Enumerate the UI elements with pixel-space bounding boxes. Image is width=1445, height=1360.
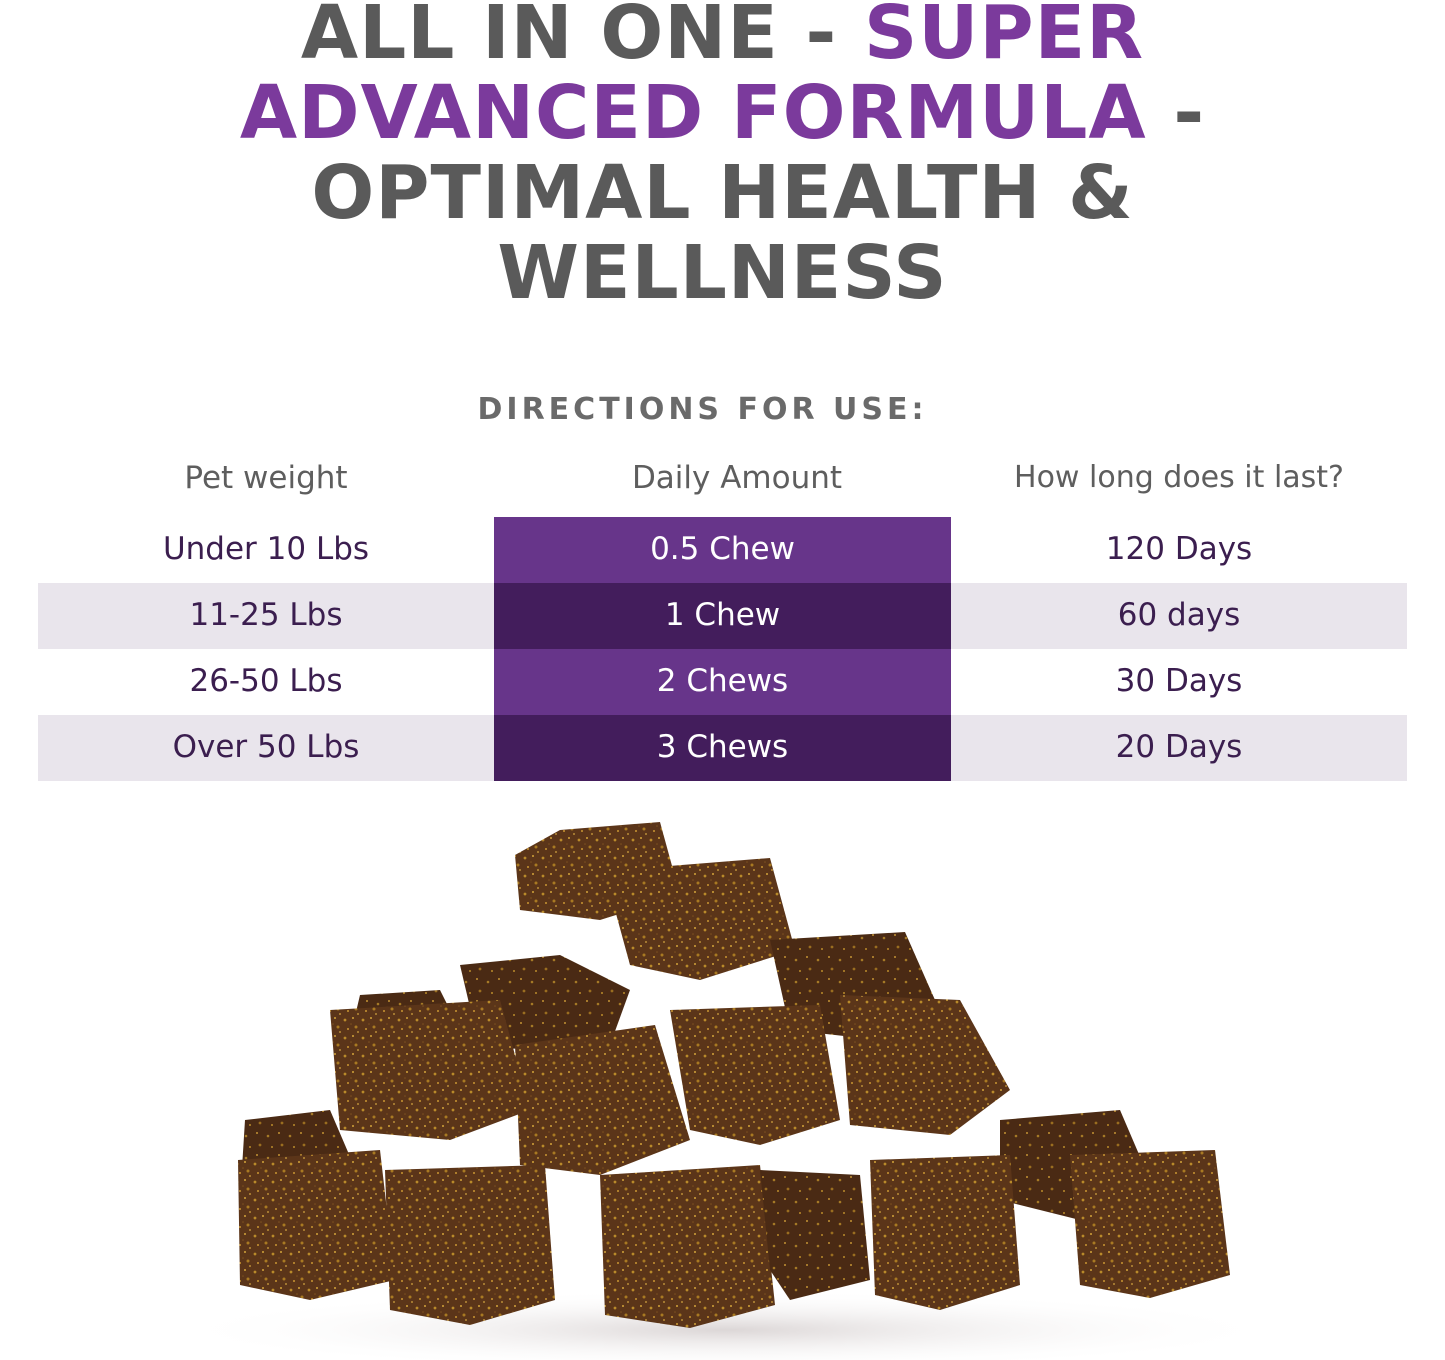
pet-weight-cell: Over 50 Lbs <box>172 729 360 765</box>
headline-line-2: ADVANCED FORMULA - <box>0 74 1445 152</box>
headline-wellness: WELLNESS <box>497 230 948 316</box>
chew-pieces <box>238 822 1230 1328</box>
duration-cell: 20 Days <box>1115 729 1243 765</box>
soft-chews-pile-image <box>165 822 1285 1360</box>
headline-dash: - <box>1146 70 1206 156</box>
daily-amount-cell: 1 Chew <box>494 583 951 649</box>
table-row: 11-25 Lbs 1 Chew 60 days <box>38 583 1407 649</box>
pet-weight-cell: 11-25 Lbs <box>189 597 343 633</box>
daily-amount-cell: 0.5 Chew <box>494 517 951 583</box>
duration-cell: 60 days <box>1117 597 1241 633</box>
daily-amount-cell: 3 Chews <box>494 715 951 781</box>
header-how-long: How long does it last? <box>1014 460 1344 495</box>
table-row: Over 50 Lbs 3 Chews 20 Days <box>38 715 1407 781</box>
headline-advanced-formula: ADVANCED FORMULA <box>239 70 1147 156</box>
pet-weight-cell: 26-50 Lbs <box>189 663 343 699</box>
pet-weight-cell: Under 10 Lbs <box>162 531 370 567</box>
header-pet-weight: Pet weight <box>184 460 348 496</box>
duration-cell: 120 Days <box>1105 531 1253 567</box>
dosage-table: Under 10 Lbs 0.5 Chew 120 Days 11-25 Lbs… <box>38 517 1407 781</box>
table-row: Under 10 Lbs 0.5 Chew 120 Days <box>38 517 1407 583</box>
headline-line-1: ALL IN ONE - SUPER <box>0 0 1445 72</box>
directions-title: DIRECTIONS FOR USE: <box>477 392 928 427</box>
duration-cell: 30 Days <box>1115 663 1243 699</box>
header-daily-amount: Daily Amount <box>631 460 843 496</box>
table-row: 26-50 Lbs 2 Chews 30 Days <box>38 649 1407 715</box>
daily-amount-cell: 2 Chews <box>494 649 951 715</box>
headline-super: SUPER <box>864 0 1145 76</box>
headline-all-in-one: ALL IN ONE - <box>300 0 865 76</box>
headline-optimal-health: OPTIMAL HEALTH & <box>311 150 1134 236</box>
headline: ALL IN ONE - SUPER ADVANCED FORMULA - OP… <box>0 0 1445 316</box>
